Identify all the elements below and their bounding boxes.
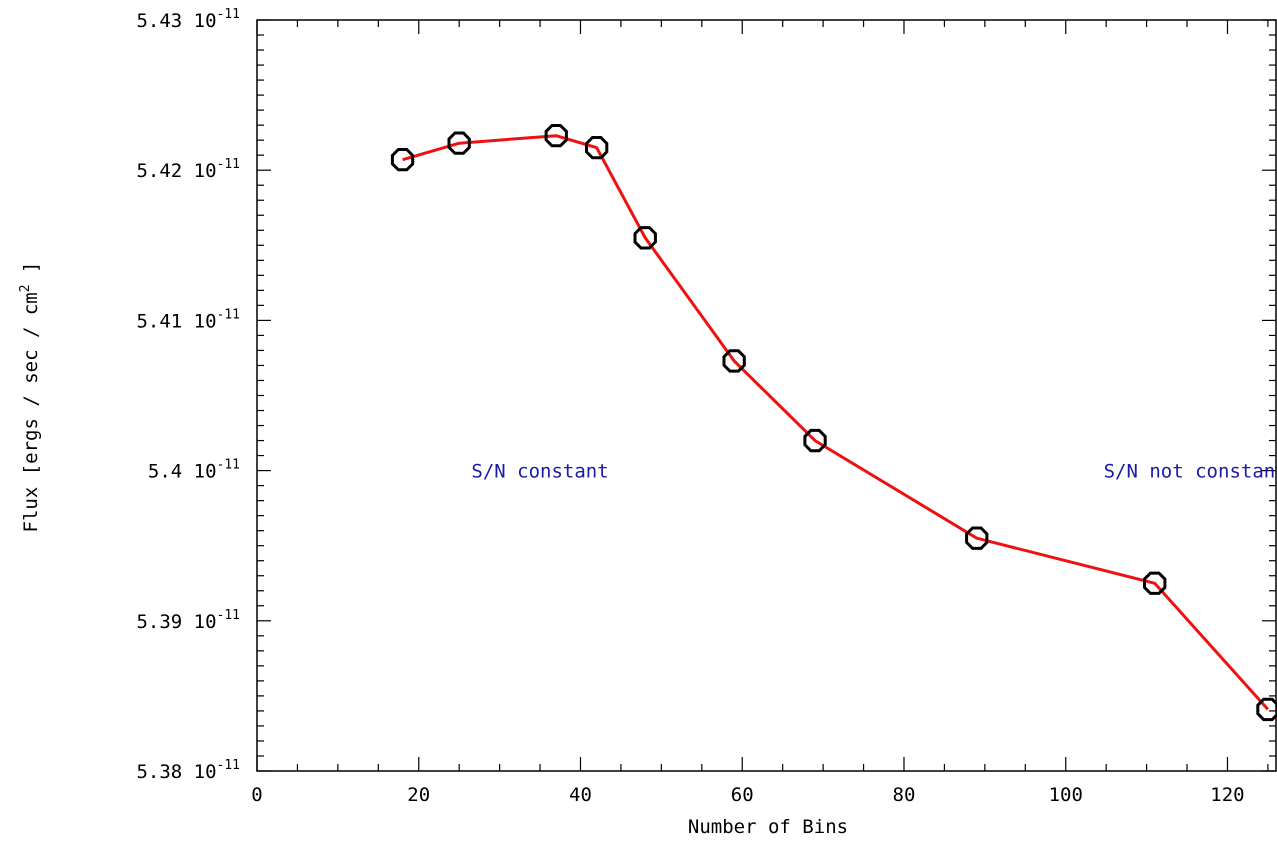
y-tick-label: 5.39 10-11 [136, 608, 240, 633]
y-axis-title-main: Flux [ergs / sec / cm [20, 292, 42, 532]
data-point-marker [722, 349, 746, 373]
data-point-marker [1143, 571, 1167, 595]
y-tick-mantissa: 5.43 10 [136, 10, 216, 32]
data-point-marker [447, 131, 471, 155]
y-tick-labels: 5.38 10-115.39 10-115.4 10-115.41 10-115… [136, 7, 240, 783]
x-tick-label: 20 [407, 784, 430, 806]
y-tick-mantissa: 5.4 10 [148, 461, 217, 483]
annotation-label: S/N not constant [1104, 461, 1277, 483]
plot-frame [256, 19, 1277, 772]
series-line [402, 134, 1270, 711]
x-tick-labels: 0 20 40 60 80 100 120 [251, 784, 1244, 806]
y-tick-label: 5.43 10-11 [136, 7, 240, 32]
data-point-marker [1256, 697, 1277, 722]
y-tick-label: 5.41 10-11 [136, 307, 240, 332]
data-point-marker [544, 124, 568, 148]
y-axis-title-superscript: 2 [18, 284, 33, 292]
y-axis-title-end: ] [20, 262, 42, 285]
y-axis-title: Flux [ergs / sec / cm2 ] [18, 262, 42, 533]
y-tick-exponent: -11 [217, 608, 240, 623]
x-tick-label: 40 [569, 784, 592, 806]
y-tick-exponent: -11 [217, 307, 240, 322]
y-tick-exponent: -11 [217, 758, 240, 773]
x-axis-title: Number of Bins [688, 816, 848, 838]
x-tick-label: 0 [251, 784, 262, 806]
y-tick-label: 5.42 10-11 [136, 157, 240, 182]
axis-ticks [256, 19, 1276, 772]
data-point-marker [803, 428, 827, 453]
plot-border [256, 19, 1277, 772]
annotations: S/N constant S/N not constant [471, 461, 1277, 483]
x-tick-label: 80 [893, 784, 916, 806]
y-tick-exponent: -11 [217, 157, 240, 172]
y-tick-mantissa: 5.41 10 [136, 310, 216, 332]
y-tick-mantissa: 5.42 10 [136, 160, 216, 182]
x-tick-label: 60 [731, 784, 754, 806]
data-markers [390, 124, 1277, 722]
data-point-marker [965, 526, 989, 550]
x-tick-label: 120 [1210, 784, 1244, 806]
y-tick-exponent: -11 [217, 7, 240, 22]
data-series [402, 134, 1270, 711]
y-tick-label: 5.38 10-11 [136, 758, 240, 783]
y-tick-exponent: -11 [217, 458, 240, 473]
data-point-marker [390, 148, 415, 172]
y-tick-label: 5.4 10-11 [148, 458, 240, 483]
data-point-marker [633, 226, 657, 250]
x-tick-label: 100 [1049, 784, 1083, 806]
annotation-label: S/N constant [471, 461, 608, 483]
y-tick-mantissa: 5.39 10 [136, 611, 216, 633]
data-point-marker [585, 136, 609, 160]
y-tick-mantissa: 5.38 10 [136, 761, 216, 783]
